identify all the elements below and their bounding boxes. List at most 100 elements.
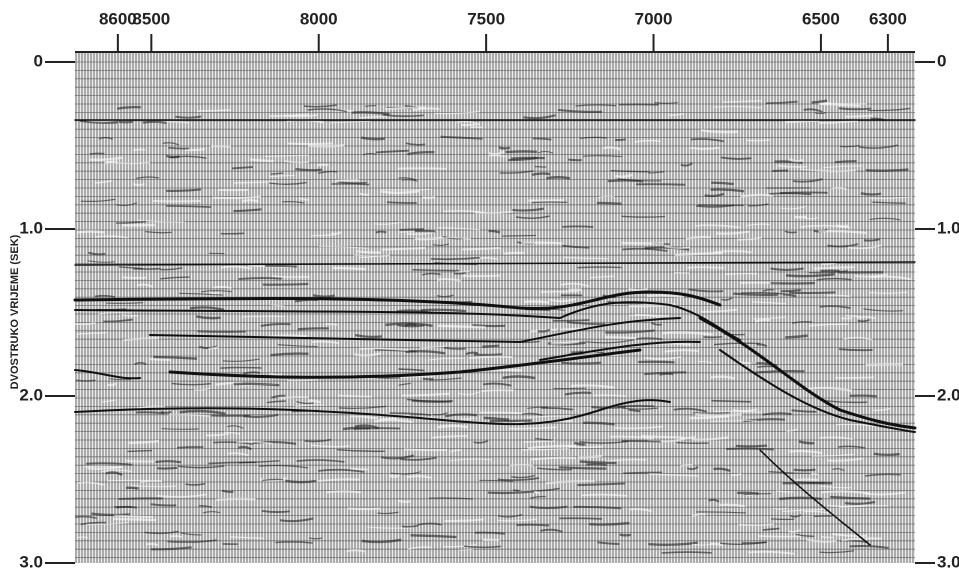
wavelet — [704, 337, 723, 338]
wavelet — [413, 270, 459, 271]
wavelet — [636, 184, 686, 185]
wavelet — [577, 267, 621, 268]
wavelet — [346, 550, 364, 551]
wavelet — [726, 449, 774, 450]
wavelet — [677, 443, 709, 444]
wavelet — [143, 122, 167, 123]
wavelet — [741, 195, 773, 196]
wavelet — [397, 168, 446, 169]
wavelet — [794, 217, 807, 218]
y-tick-label: 2.0 — [19, 385, 43, 404]
wavelet — [119, 498, 163, 499]
y-tick-label: 0 — [34, 51, 43, 70]
wavelet — [351, 469, 367, 470]
wavelet — [511, 158, 545, 159]
wavelet — [589, 523, 629, 524]
wavelet — [623, 472, 662, 473]
wavelet — [479, 413, 527, 414]
wavelet — [296, 169, 322, 170]
wavelet — [265, 266, 297, 267]
wavelet — [469, 357, 513, 358]
wavelet — [739, 524, 774, 525]
wavelet — [76, 380, 95, 381]
wavelet — [628, 289, 647, 290]
wavelet — [116, 507, 137, 508]
wavelet — [128, 451, 152, 452]
wavelet — [149, 359, 171, 360]
wavelet — [509, 465, 533, 466]
wavelet — [553, 320, 590, 321]
wavelet — [789, 292, 836, 293]
chart: DVOSTRUKO VRIJEME (SEK) 8600850080007500… — [0, 0, 959, 574]
wavelet — [580, 462, 617, 464]
wavelet — [423, 197, 436, 198]
wavelet — [725, 274, 757, 275]
wavelet — [605, 337, 637, 338]
wavelet — [866, 170, 908, 171]
wavelet — [325, 324, 337, 325]
wavelet — [521, 243, 562, 244]
wavelet — [482, 346, 499, 347]
x-tick-label: 7500 — [467, 9, 505, 28]
wavelet — [217, 499, 256, 500]
wavelet — [559, 467, 606, 468]
wavelet — [157, 468, 177, 469]
wavelet — [176, 117, 202, 118]
x-tick-label: 7000 — [635, 9, 673, 28]
wavelet — [242, 200, 259, 201]
wavelet — [733, 294, 778, 295]
wavelet — [758, 366, 773, 367]
wavelet — [839, 108, 872, 109]
wavelet — [168, 148, 189, 149]
wavelet — [317, 165, 329, 166]
y-tick-label: 1.0 — [19, 218, 43, 237]
wavelet — [220, 367, 261, 368]
wavelet — [771, 519, 794, 520]
wavelet — [263, 284, 308, 285]
y-tick-label-right: 1.0 — [937, 218, 959, 237]
wavelet — [376, 232, 387, 233]
wavelet — [387, 202, 417, 203]
wavelet — [379, 419, 397, 420]
wavelet — [719, 505, 745, 506]
wavelet — [841, 318, 852, 319]
wavelet — [114, 519, 156, 520]
wavelet — [273, 276, 310, 277]
x-tick-label: 8500 — [132, 9, 170, 28]
wavelet — [524, 301, 549, 302]
x-tick-label: 8600 — [99, 9, 137, 28]
wavelet — [499, 147, 510, 148]
wavelet — [568, 160, 581, 161]
wavelet — [153, 201, 202, 202]
wavelet — [850, 396, 877, 397]
wavelet — [562, 226, 593, 227]
wavelet — [122, 277, 146, 278]
wavelet — [546, 177, 570, 178]
y-tick-label-right: 3.0 — [937, 552, 959, 571]
wavelet — [438, 326, 485, 327]
wavelet — [532, 173, 550, 174]
y-tick-label-right: 2.0 — [937, 385, 959, 404]
wavelet — [348, 508, 379, 509]
wavelet — [333, 268, 366, 269]
wavelet — [794, 470, 816, 471]
wavelet — [737, 493, 759, 494]
wavelet — [155, 461, 180, 462]
wavelet — [483, 540, 499, 541]
wavelet — [335, 180, 358, 181]
y-axis-label: DVOSTRUKO VRIJEME (SEK) — [9, 234, 21, 389]
y-tick-label: 3.0 — [19, 552, 43, 571]
wavelet — [688, 267, 725, 268]
wavelet — [597, 203, 622, 204]
wavelet — [197, 331, 245, 332]
wavelet — [818, 170, 856, 171]
wavelet — [365, 106, 376, 107]
wavelet — [638, 362, 674, 363]
wavelet — [332, 184, 370, 185]
wavelet — [136, 412, 164, 413]
wavelet — [781, 290, 801, 291]
wavelet — [541, 291, 578, 292]
wavelet — [835, 377, 874, 378]
wavelet — [481, 390, 514, 391]
wavelet — [874, 454, 900, 455]
